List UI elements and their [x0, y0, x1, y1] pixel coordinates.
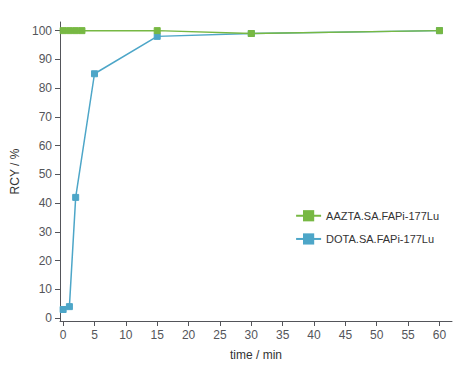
svg-text:10: 10: [39, 282, 53, 296]
svg-text:55: 55: [401, 328, 415, 342]
svg-text:5: 5: [91, 328, 98, 342]
svg-text:10: 10: [119, 328, 133, 342]
svg-text:50: 50: [370, 328, 384, 342]
svg-text:70: 70: [39, 110, 53, 124]
svg-text:100: 100: [32, 24, 52, 38]
svg-text:60: 60: [433, 328, 447, 342]
svg-text:0: 0: [60, 328, 67, 342]
svg-text:0: 0: [45, 311, 52, 325]
svg-text:40: 40: [307, 328, 321, 342]
svg-text:60: 60: [39, 139, 53, 153]
svg-text:80: 80: [39, 81, 53, 95]
svg-text:90: 90: [39, 52, 53, 66]
svg-text:30: 30: [39, 225, 53, 239]
svg-text:DOTA.SA.FAPi-177Lu: DOTA.SA.FAPi-177Lu: [326, 233, 434, 245]
svg-text:40: 40: [39, 196, 53, 210]
svg-text:35: 35: [276, 328, 290, 342]
svg-text:50: 50: [39, 167, 53, 181]
svg-text:15: 15: [151, 328, 165, 342]
svg-text:20: 20: [182, 328, 196, 342]
svg-text:RCY / %: RCY / %: [8, 148, 22, 194]
svg-text:20: 20: [39, 254, 53, 268]
svg-text:AAZTA.SA.FAPi-177Lu: AAZTA.SA.FAPi-177Lu: [326, 210, 439, 222]
svg-text:45: 45: [339, 328, 353, 342]
svg-text:30: 30: [245, 328, 259, 342]
svg-text:time / min: time / min: [230, 348, 282, 362]
svg-text:25: 25: [213, 328, 227, 342]
